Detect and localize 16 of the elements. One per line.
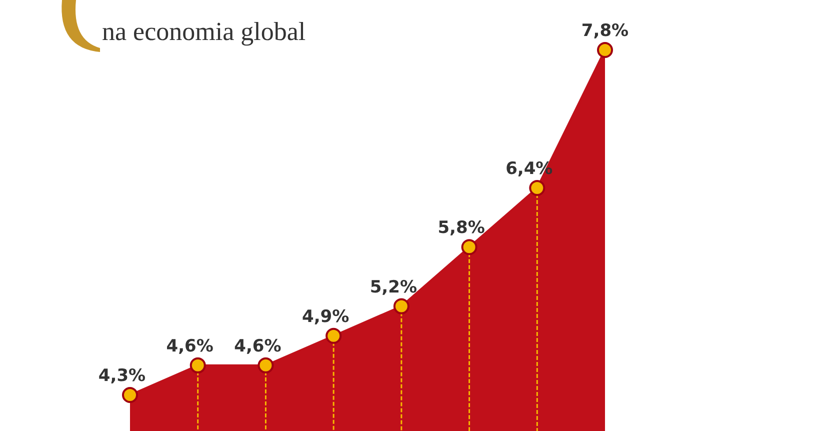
point <box>597 42 613 58</box>
point <box>190 357 206 374</box>
point <box>461 239 478 256</box>
chart-title: na economia global <box>102 17 306 46</box>
data-label: 4,3% <box>98 366 146 386</box>
data-label: 4,6% <box>166 336 214 356</box>
point <box>122 387 138 403</box>
point <box>258 357 274 374</box>
data-label: 5,2% <box>370 277 418 298</box>
data-label: 4,9% <box>302 306 350 327</box>
data-label: 5,8% <box>438 218 485 238</box>
point <box>529 180 546 196</box>
data-label: 7,8% <box>581 21 629 41</box>
data-label: 4,6% <box>234 336 282 356</box>
point <box>393 298 410 314</box>
point <box>326 328 342 344</box>
